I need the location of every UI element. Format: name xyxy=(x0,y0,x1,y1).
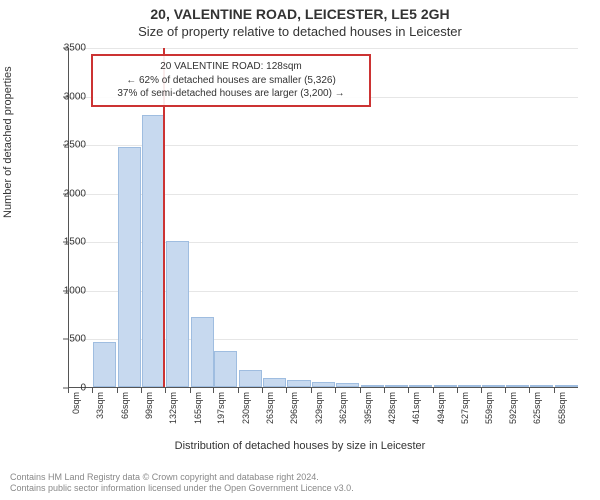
annotation-line-1: 20 VALENTINE ROAD: 128sqm xyxy=(99,60,363,74)
histogram-bar xyxy=(482,385,505,387)
x-tick-mark xyxy=(165,388,166,393)
y-tick-mark xyxy=(63,145,68,146)
x-tick-mark xyxy=(238,388,239,393)
x-tick-mark xyxy=(360,388,361,393)
y-tick-mark xyxy=(63,242,68,243)
histogram-bar xyxy=(409,385,432,387)
x-tick-mark xyxy=(311,388,312,393)
x-axis-label: Distribution of detached houses by size … xyxy=(0,440,600,452)
x-tick-mark xyxy=(92,388,93,393)
x-tick-mark xyxy=(213,388,214,393)
histogram-bar xyxy=(530,385,553,387)
x-tick-label: 395sqm xyxy=(363,392,373,424)
x-tick-label: 428sqm xyxy=(387,392,397,424)
x-tick-mark xyxy=(286,388,287,393)
x-tick-label: 362sqm xyxy=(338,392,348,424)
x-tick-label: 658sqm xyxy=(557,392,567,424)
annotation-line-3: 37% of semi-detached houses are larger (… xyxy=(99,87,363,101)
histogram-bar xyxy=(263,378,286,387)
x-tick-label: 99sqm xyxy=(144,392,154,419)
x-tick-label: 329sqm xyxy=(314,392,324,424)
chart-subtitle: Size of property relative to detached ho… xyxy=(0,24,600,40)
copyright-line-2: Contains public sector information licen… xyxy=(10,483,354,494)
x-tick-label: 494sqm xyxy=(436,392,446,424)
copyright-line-1: Contains HM Land Registry data © Crown c… xyxy=(10,472,354,483)
x-tick-mark xyxy=(262,388,263,393)
y-tick-mark xyxy=(63,96,68,97)
histogram-bar xyxy=(361,385,384,387)
y-tick-mark xyxy=(63,290,68,291)
histogram-bar xyxy=(191,317,214,387)
y-tick-mark xyxy=(63,193,68,194)
y-axis-label: Number of detached properties xyxy=(2,66,14,218)
x-tick-label: 559sqm xyxy=(484,392,494,424)
x-tick-mark xyxy=(384,388,385,393)
x-tick-mark xyxy=(433,388,434,393)
y-tick-mark xyxy=(63,48,68,49)
chart-title: 20, VALENTINE ROAD, LEICESTER, LE5 2GH xyxy=(0,6,600,24)
x-tick-label: 0sqm xyxy=(71,392,81,414)
page: 20, VALENTINE ROAD, LEICESTER, LE5 2GH S… xyxy=(0,0,600,500)
plot-area: 20 VALENTINE ROAD: 128sqm ← 62% of detac… xyxy=(68,48,578,388)
histogram-bar xyxy=(336,383,359,387)
histogram-bar xyxy=(506,385,529,387)
x-tick-label: 66sqm xyxy=(120,392,130,419)
x-tick-label: 197sqm xyxy=(216,392,226,424)
histogram-bar xyxy=(555,385,578,387)
x-tick-mark xyxy=(141,388,142,393)
histogram-bar xyxy=(118,147,141,387)
copyright-notice: Contains HM Land Registry data © Crown c… xyxy=(10,472,354,495)
x-tick-label: 132sqm xyxy=(168,392,178,424)
x-tick-mark xyxy=(529,388,530,393)
y-tick-mark xyxy=(63,339,68,340)
x-tick-label: 461sqm xyxy=(411,392,421,424)
x-tick-mark xyxy=(457,388,458,393)
histogram-bar xyxy=(142,115,165,387)
histogram-bar xyxy=(287,380,310,387)
x-tick-label: 230sqm xyxy=(241,392,251,424)
histogram-bar xyxy=(93,342,116,387)
histogram-bar xyxy=(458,385,481,387)
annotation-box: 20 VALENTINE ROAD: 128sqm ← 62% of detac… xyxy=(91,54,371,107)
histogram-bar xyxy=(434,385,457,387)
histogram-bar xyxy=(214,351,237,387)
x-tick-label: 33sqm xyxy=(95,392,105,419)
x-tick-label: 592sqm xyxy=(508,392,518,424)
x-tick-label: 263sqm xyxy=(265,392,275,424)
x-tick-mark xyxy=(481,388,482,393)
histogram-bar xyxy=(312,382,335,387)
x-tick-mark xyxy=(408,388,409,393)
x-tick-label: 625sqm xyxy=(532,392,542,424)
x-tick-mark xyxy=(117,388,118,393)
histogram-bar xyxy=(239,370,262,387)
x-tick-label: 165sqm xyxy=(193,392,203,424)
x-tick-label: 296sqm xyxy=(289,392,299,424)
title-block: 20, VALENTINE ROAD, LEICESTER, LE5 2GH S… xyxy=(0,0,600,40)
annotation-line-2: ← 62% of detached houses are smaller (5,… xyxy=(99,74,363,88)
x-tick-mark xyxy=(335,388,336,393)
x-tick-mark xyxy=(505,388,506,393)
x-tick-mark xyxy=(554,388,555,393)
histogram-bar xyxy=(385,385,408,387)
histogram-bar xyxy=(166,241,189,387)
x-tick-label: 527sqm xyxy=(460,392,470,424)
x-tick-mark xyxy=(68,388,69,393)
x-tick-mark xyxy=(190,388,191,393)
